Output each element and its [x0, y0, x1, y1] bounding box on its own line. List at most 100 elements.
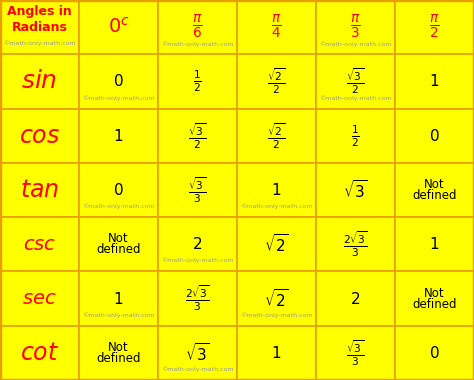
Text: $\frac{\sqrt{3}}{2}$: $\frac{\sqrt{3}}{2}$	[346, 66, 365, 96]
Bar	[79, 326, 158, 380]
Text: $1$: $1$	[429, 236, 439, 252]
Bar	[79, 54, 158, 109]
Text: $\sqrt{2}$: $\sqrt{2}$	[264, 233, 289, 255]
Bar	[395, 109, 474, 163]
Text: $\frac{\sqrt{2}}{2}$: $\frac{\sqrt{2}}{2}$	[267, 66, 285, 96]
Bar	[0, 109, 79, 163]
Bar	[158, 54, 237, 109]
Bar	[0, 271, 79, 326]
Bar	[395, 54, 474, 109]
Text: Radians: Radians	[11, 21, 67, 34]
Text: $csc$: $csc$	[23, 235, 56, 254]
Text: $\frac{2\sqrt{3}}{3}$: $\frac{2\sqrt{3}}{3}$	[185, 284, 210, 314]
Text: $\frac{\sqrt{3}}{2}$: $\frac{\sqrt{3}}{2}$	[189, 121, 207, 150]
Text: Not: Not	[424, 287, 445, 300]
Bar	[158, 326, 237, 380]
Bar	[158, 271, 237, 326]
Bar	[395, 326, 474, 380]
Text: ©math-only-math.com: ©math-only-math.com	[240, 312, 313, 318]
Bar	[237, 326, 316, 380]
Bar	[316, 217, 395, 271]
Text: $tan$: $tan$	[20, 178, 59, 202]
Bar	[158, 109, 237, 163]
Bar	[316, 0, 395, 54]
Text: $cos$: $cos$	[19, 124, 60, 148]
Text: Not: Not	[108, 232, 129, 245]
Bar	[79, 217, 158, 271]
Bar	[316, 163, 395, 217]
Text: defined: defined	[96, 243, 141, 256]
Text: $0$: $0$	[113, 182, 124, 198]
Text: $sin$: $sin$	[21, 70, 57, 93]
Bar	[237, 271, 316, 326]
Text: Not: Not	[424, 178, 445, 191]
Bar	[0, 0, 79, 54]
Text: ©math-only-math.com: ©math-only-math.com	[240, 203, 313, 209]
Text: $1$: $1$	[272, 182, 282, 198]
Bar	[237, 109, 316, 163]
Text: $\frac{\sqrt{3}}{3}$: $\frac{\sqrt{3}}{3}$	[346, 338, 365, 368]
Text: ©math-only-math.com: ©math-only-math.com	[3, 41, 76, 46]
Text: $2$: $2$	[192, 236, 202, 252]
Bar	[0, 54, 79, 109]
Bar	[79, 271, 158, 326]
Text: $0$: $0$	[429, 128, 440, 144]
Text: $\frac{\pi}{6}$: $\frac{\pi}{6}$	[192, 13, 203, 41]
Text: defined: defined	[412, 189, 457, 202]
Text: ©math-only-math.com: ©math-only-math.com	[82, 203, 155, 209]
Bar	[395, 271, 474, 326]
Text: ©math-only-math.com: ©math-only-math.com	[319, 42, 392, 48]
Bar	[0, 217, 79, 271]
Bar	[0, 163, 79, 217]
Text: $\frac{1}{2}$: $\frac{1}{2}$	[351, 123, 360, 149]
Text: defined: defined	[96, 352, 141, 365]
Text: $1$: $1$	[429, 73, 439, 89]
Text: ©math-only-math.com: ©math-only-math.com	[161, 42, 234, 48]
Text: ©math-only-math.com: ©math-only-math.com	[82, 312, 155, 318]
Bar	[79, 109, 158, 163]
Text: $\frac{\sqrt{3}}{3}$: $\frac{\sqrt{3}}{3}$	[189, 175, 207, 205]
Text: $\frac{1}{2}$: $\frac{1}{2}$	[193, 69, 202, 94]
Text: $\sqrt{2}$: $\sqrt{2}$	[264, 288, 289, 310]
Bar	[0, 326, 79, 380]
Bar	[395, 0, 474, 54]
Bar	[158, 0, 237, 54]
Text: ©math-only-math.com: ©math-only-math.com	[82, 95, 155, 101]
Text: $2$: $2$	[350, 291, 361, 307]
Bar	[79, 163, 158, 217]
Text: Angles in: Angles in	[7, 5, 72, 19]
Text: ©math-only-math.com: ©math-only-math.com	[319, 95, 392, 101]
Text: $\frac{\sqrt{2}}{2}$: $\frac{\sqrt{2}}{2}$	[267, 121, 285, 150]
Text: $\sqrt{3}$: $\sqrt{3}$	[185, 342, 210, 364]
Text: ©math-only-math.com: ©math-only-math.com	[161, 258, 234, 263]
Text: $\frac{\pi}{3}$: $\frac{\pi}{3}$	[350, 13, 361, 41]
Bar	[316, 54, 395, 109]
Text: $\sqrt{3}$: $\sqrt{3}$	[343, 179, 368, 201]
Bar	[316, 109, 395, 163]
Bar	[395, 163, 474, 217]
Text: $sec$: $sec$	[22, 289, 57, 308]
Bar	[237, 217, 316, 271]
Text: $cot$: $cot$	[20, 341, 59, 365]
Text: $\frac{\pi}{4}$: $\frac{\pi}{4}$	[271, 13, 282, 41]
Text: $1$: $1$	[113, 128, 124, 144]
Bar	[316, 271, 395, 326]
Text: $\frac{2\sqrt{3}}{3}$: $\frac{2\sqrt{3}}{3}$	[343, 230, 368, 259]
Bar	[237, 54, 316, 109]
Bar	[316, 326, 395, 380]
Text: $0$: $0$	[113, 73, 124, 89]
Text: Not: Not	[108, 341, 129, 354]
Bar	[158, 217, 237, 271]
Bar	[237, 163, 316, 217]
Text: $0^c$: $0^c$	[108, 17, 129, 37]
Bar	[237, 0, 316, 54]
Text: $\frac{\pi}{2}$: $\frac{\pi}{2}$	[429, 13, 440, 41]
Text: $1$: $1$	[272, 345, 282, 361]
Text: $1$: $1$	[113, 291, 124, 307]
Text: defined: defined	[412, 298, 457, 310]
Bar	[79, 0, 158, 54]
Bar	[395, 217, 474, 271]
Text: $0$: $0$	[429, 345, 440, 361]
Text: ©math-only-math.com: ©math-only-math.com	[161, 366, 234, 372]
Bar	[158, 163, 237, 217]
